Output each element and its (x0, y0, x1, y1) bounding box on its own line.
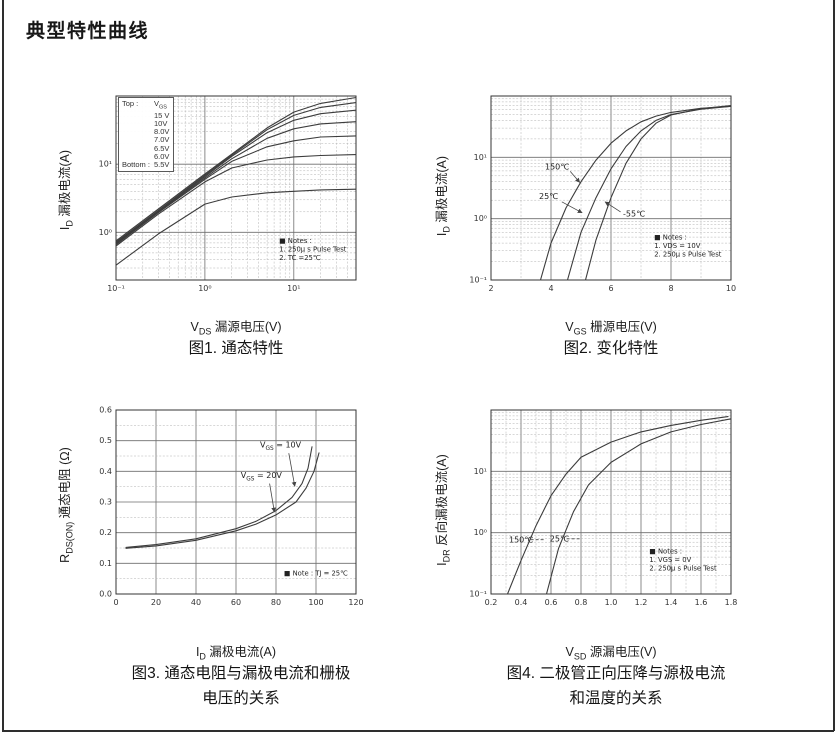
page-border-left (2, 0, 4, 731)
svg-text:0.6: 0.6 (545, 598, 558, 607)
page-title: 典型特性曲线 (26, 20, 150, 42)
fig1-caption-line1: 图1. 通态特性 (188, 340, 284, 357)
fig2-caption-line1: 图2. 变化特性 (563, 340, 659, 357)
svg-text:0.8: 0.8 (575, 598, 588, 607)
svg-text:0.4: 0.4 (99, 467, 112, 476)
fig1-vgs-legend: Top : VGS 15 V 10V 8.0V 7.0V 6.5V 6.0V Bottom :5… (118, 97, 175, 173)
svg-text:6: 6 (608, 284, 613, 293)
fig1-x-axis-label: VDS 漏源电压(V) (190, 320, 282, 337)
svg-text:10¹: 10¹ (287, 284, 300, 293)
svg-text:10¹: 10¹ (474, 467, 487, 476)
fig3-chart: VGS = 10V VGS = 20V ■ Note : TJ = 25℃ 0 20 40… (99, 406, 363, 608)
svg-text:40: 40 (191, 598, 201, 607)
svg-text:10⁰: 10⁰ (198, 284, 211, 293)
svg-text:10⁻¹: 10⁻¹ (469, 276, 487, 285)
svg-text:10⁻¹: 10⁻¹ (469, 590, 487, 599)
svg-text:1.4: 1.4 (665, 598, 678, 607)
svg-text:80: 80 (271, 598, 281, 607)
svg-text:0.2: 0.2 (99, 528, 112, 537)
fig3-y-axis-label: RDS(ON) 通态电阻 (Ω) (57, 447, 75, 563)
fig1-caption: 图1. 通态特性 (86, 336, 386, 361)
svg-text:120: 120 (348, 598, 363, 607)
fig2-caption: 图2. 变化特性 (461, 336, 761, 361)
fig4-chart: 150℃ 25℃ ■ Notes :1. VGS = 0V 2. 250μ s Pul… (469, 409, 738, 607)
svg-text:100: 100 (308, 598, 323, 607)
svg-text:0.1: 0.1 (99, 559, 112, 568)
svg-text:10⁰: 10⁰ (474, 528, 487, 537)
svg-text:150℃: 150℃ (545, 163, 569, 172)
svg-text:VGS = 10V: VGS = 10V (260, 441, 302, 452)
fig4-caption-line1: 图4. 二极管正向压降与源极电流 (506, 665, 726, 682)
svg-text:0.4: 0.4 (515, 598, 528, 607)
svg-text:0.6: 0.6 (99, 406, 112, 415)
svg-text:1.0: 1.0 (605, 598, 618, 607)
svg-text:1.8: 1.8 (725, 598, 738, 607)
svg-text:2: 2 (488, 284, 493, 293)
svg-text:25℃: 25℃ (539, 192, 558, 201)
svg-text:10: 10 (726, 284, 736, 293)
svg-text:1.2: 1.2 (635, 598, 648, 607)
fig3-caption: 图3. 通态电阻与漏极电流和栅极 电压的关系 (76, 661, 406, 711)
svg-text:20: 20 (151, 598, 161, 607)
svg-text:150℃: 150℃ (509, 536, 533, 545)
fig4-x-axis-label: VSD 源漏电压(V) (565, 645, 657, 662)
svg-text:8: 8 (668, 284, 673, 293)
fig2-x-axis-label: VGS 栅源电压(V) (565, 320, 657, 337)
svg-text:0.2: 0.2 (485, 598, 498, 607)
svg-text:10⁰: 10⁰ (474, 214, 487, 223)
fig4-y-axis-label: IDR 反向漏极电流(A) (434, 454, 452, 566)
svg-text:10⁻¹: 10⁻¹ (107, 284, 125, 293)
fig2-chart: 150℃ 25℃ -55℃ ■ Notes :1. VDS = 10V 2. 250μ … (469, 95, 736, 293)
fig1-y-axis-label: ID 漏极电流(A) (57, 149, 75, 231)
fig3-caption-line2: 电压的关系 (202, 690, 280, 707)
fig4-caption-line2: 和温度的关系 (569, 690, 663, 707)
svg-text:-55℃: -55℃ (623, 210, 645, 219)
svg-text:60: 60 (231, 598, 241, 607)
svg-text:VGS = 20V: VGS = 20V (241, 471, 283, 482)
fig4-caption: 图4. 二极管正向压降与源极电流 和温度的关系 (451, 661, 781, 711)
svg-text:0.0: 0.0 (99, 590, 112, 599)
svg-text:10⁰: 10⁰ (99, 228, 112, 237)
svg-text:■ Notes :1. VGS = 0V2. 250μ s: ■ Notes :1. VGS = 0V 2. 250μ s Pulse Test (649, 548, 717, 573)
svg-text:■ Note : TJ = 25℃: ■ Note : TJ = 25℃ (284, 570, 348, 578)
fig2-y-axis-label: ID 漏极电流(A) (434, 155, 452, 237)
svg-text:0: 0 (113, 598, 118, 607)
page-border-right (833, 0, 835, 731)
svg-text:10¹: 10¹ (99, 160, 112, 169)
svg-text:1.6: 1.6 (695, 598, 708, 607)
svg-text:25℃: 25℃ (550, 535, 569, 544)
svg-text:4: 4 (548, 284, 553, 293)
svg-text:10¹: 10¹ (474, 153, 487, 162)
fig3-x-axis-label: ID 漏极电流(A) (195, 645, 277, 662)
svg-text:0.5: 0.5 (99, 436, 112, 445)
page-border-bottom (2, 730, 834, 732)
fig3-caption-line1: 图3. 通态电阻与漏极电流和栅极 (131, 665, 351, 682)
svg-text:0.3: 0.3 (99, 498, 112, 507)
